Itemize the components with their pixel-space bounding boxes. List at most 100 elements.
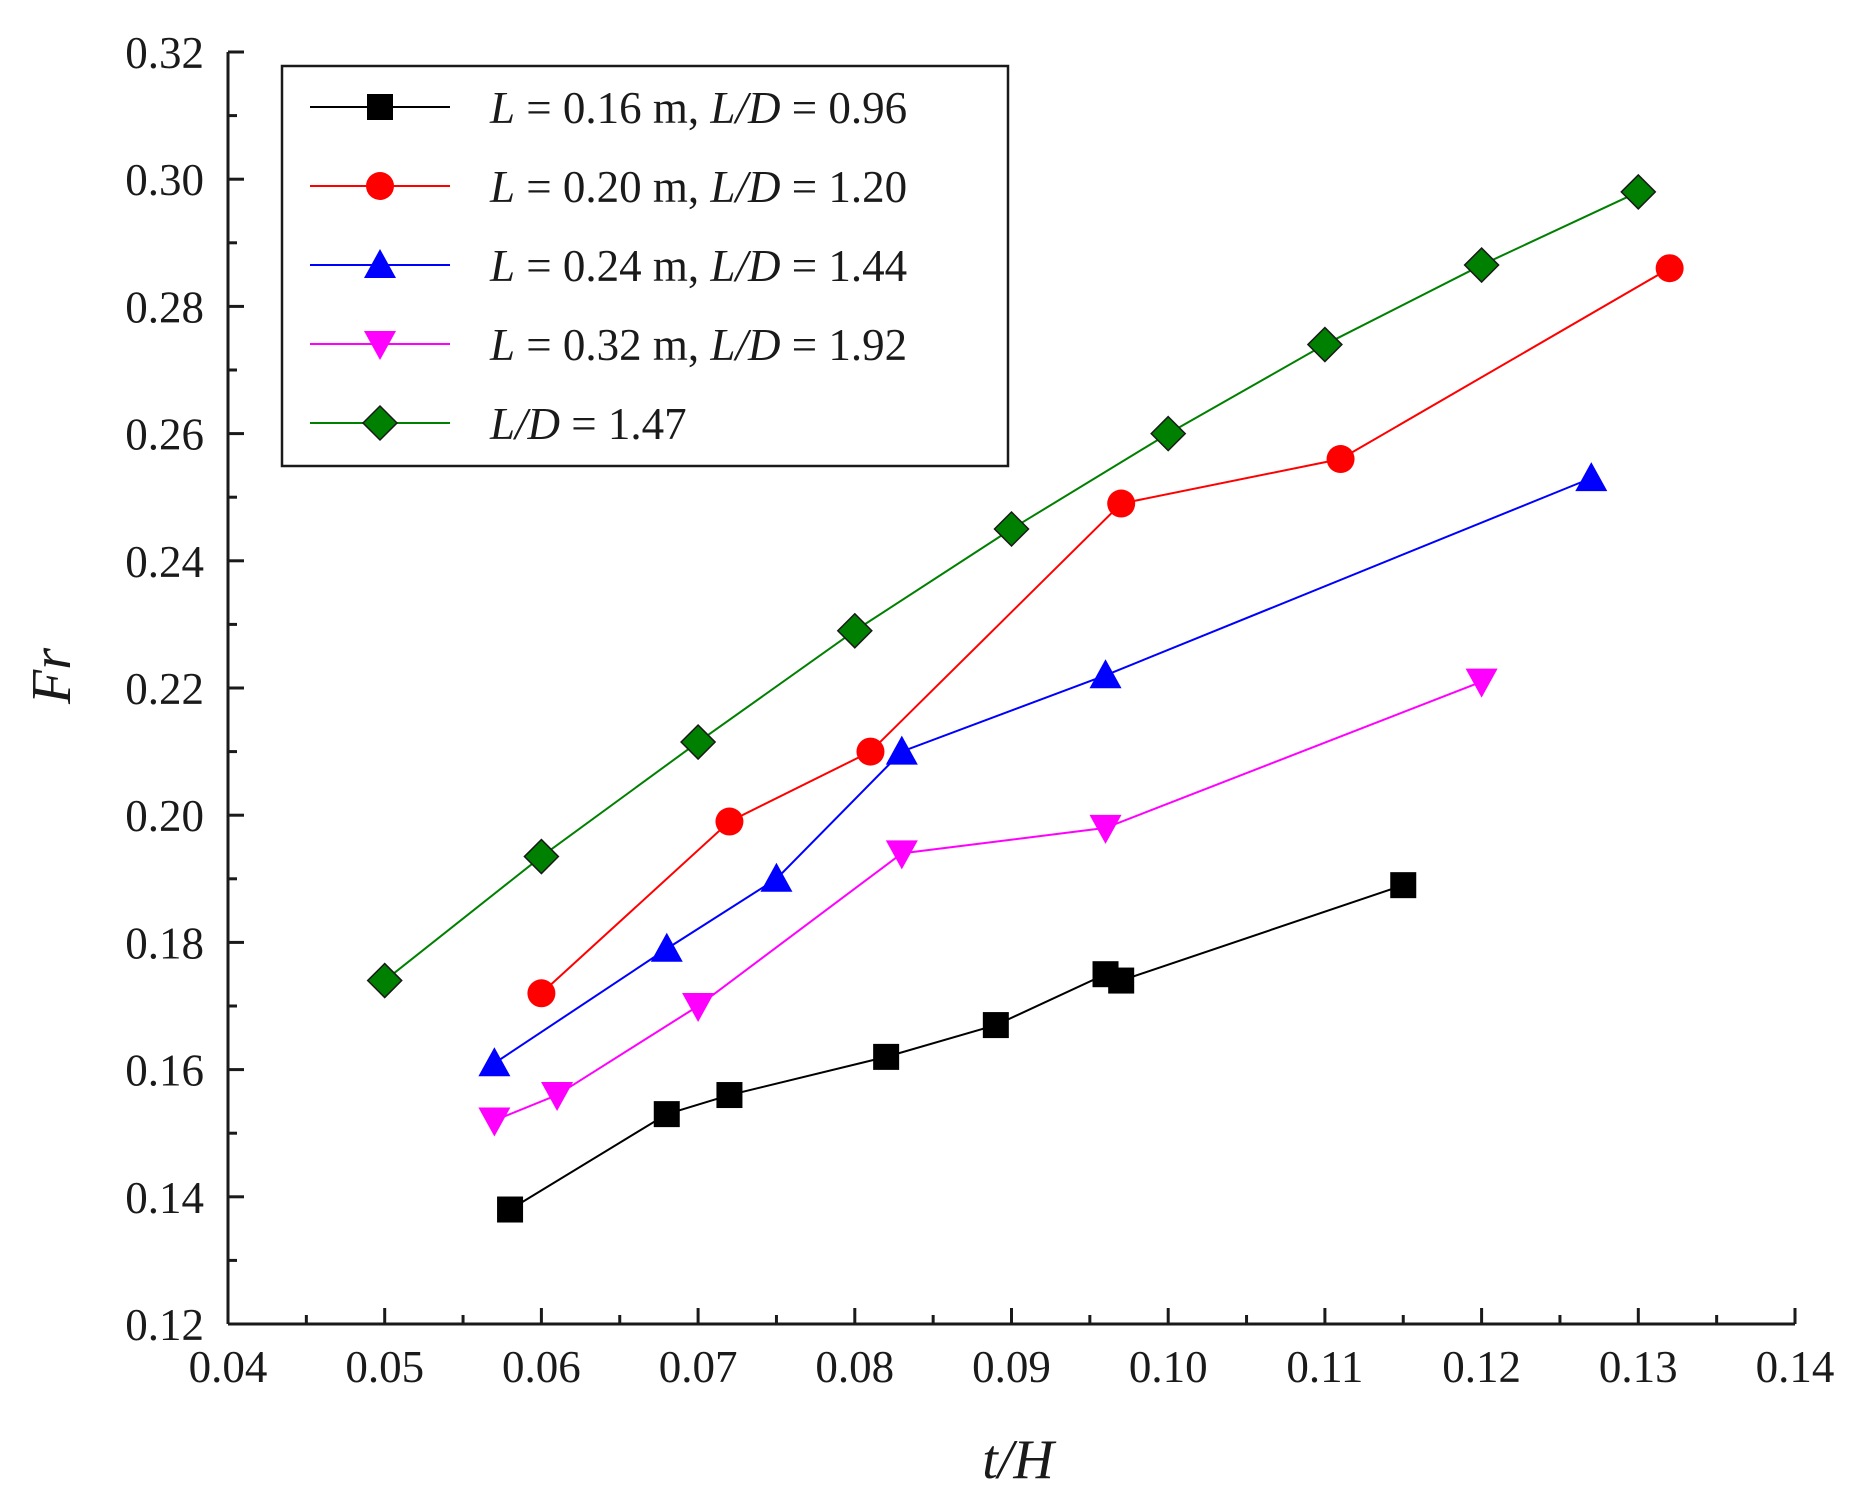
- x-tick-label: 0.07: [659, 1342, 738, 1392]
- data-series: [366, 173, 1684, 1223]
- data-point: [650, 932, 683, 962]
- legend-marker: [367, 94, 393, 120]
- series-4: [478, 668, 1498, 1137]
- x-tick-label: 0.13: [1599, 1342, 1678, 1392]
- data-point: [836, 612, 873, 649]
- x-tick-label: 0.11: [1286, 1342, 1363, 1392]
- legend-label-part: L/D: [709, 320, 780, 370]
- data-point: [478, 1047, 511, 1077]
- legend-label-part: = 1.47: [560, 399, 687, 449]
- data-point: [873, 1043, 900, 1070]
- legend-label-part: = 0.20 m,: [515, 162, 710, 212]
- data-point: [680, 723, 717, 761]
- legend-item: L = 0.16 m, L/D = 0.96: [310, 83, 907, 133]
- legend-label-part: L/D: [709, 83, 780, 133]
- data-point: [653, 1101, 680, 1128]
- y-tick-label: 0.12: [125, 1300, 204, 1350]
- series-line: [494, 680, 1482, 1122]
- x-tick-label: 0.08: [815, 1342, 894, 1392]
- legend-marker: [366, 172, 394, 200]
- series-5: [366, 173, 1657, 999]
- data-point: [1655, 254, 1684, 283]
- data-point: [760, 862, 793, 892]
- data-point: [715, 807, 744, 836]
- data-point: [527, 979, 556, 1008]
- data-point: [1089, 814, 1122, 844]
- legend-item: L/D = 1.47: [310, 399, 687, 449]
- data-point: [982, 1012, 1009, 1039]
- y-tick-label: 0.32: [125, 28, 204, 78]
- y-tick-label: 0.30: [125, 155, 204, 205]
- data-point: [1463, 246, 1500, 284]
- x-tick-label: 0.10: [1129, 1342, 1208, 1392]
- data-point: [478, 1107, 511, 1137]
- legend-marker: [364, 249, 396, 278]
- data-point: [366, 962, 403, 999]
- legend: L = 0.16 m, L/D = 0.96L = 0.20 m, L/D = …: [280, 64, 1010, 468]
- legend-label-part: L: [489, 320, 515, 370]
- legend-label-part: = 0.24 m,: [515, 241, 710, 291]
- data-point: [1575, 462, 1608, 492]
- legend-label-part: L: [489, 241, 515, 291]
- legend-label-part: L/D: [709, 241, 780, 291]
- legend-label-part: = 1.92: [780, 320, 907, 370]
- legend-label-part: L/D: [709, 162, 780, 212]
- legend-label-part: L/D: [489, 399, 560, 449]
- series-line: [493, 477, 1592, 1065]
- legend-marker: [361, 404, 399, 442]
- y-tick-label: 0.22: [125, 664, 204, 714]
- legend-label: L = 0.16 m, L/D = 0.96: [489, 83, 907, 133]
- y-tick-label: 0.18: [125, 918, 204, 968]
- y-tick-label: 0.14: [125, 1173, 204, 1223]
- data-point: [541, 1082, 574, 1112]
- data-point: [1108, 967, 1135, 994]
- data-point: [885, 735, 918, 765]
- y-tick-label: 0.28: [125, 282, 204, 332]
- legend-item: L = 0.32 m, L/D = 1.92: [310, 320, 907, 370]
- legend-label: L = 0.32 m, L/D = 1.92: [489, 320, 907, 370]
- data-point: [1326, 445, 1355, 474]
- legend-label-part: = 1.44: [780, 241, 907, 291]
- data-point: [1107, 489, 1136, 518]
- legend-label-part: = 0.16 m,: [515, 83, 710, 133]
- data-point: [993, 510, 1030, 548]
- series-2: [527, 254, 1684, 1008]
- x-tick-label: 0.14: [1756, 1342, 1835, 1392]
- x-tick-label: 0.05: [345, 1342, 424, 1392]
- data-point: [523, 838, 560, 875]
- x-tick-label: 0.06: [502, 1342, 581, 1392]
- y-axis-title: Fr: [21, 648, 83, 705]
- data-point: [1306, 326, 1343, 363]
- x-tick-label: 0.04: [189, 1342, 268, 1392]
- data-point: [497, 1196, 524, 1223]
- legend-item: L = 0.20 m, L/D = 1.20: [310, 162, 907, 212]
- legend-label-part: = 0.32 m,: [515, 320, 710, 370]
- axis-titles: t/H Fr: [21, 648, 1056, 1491]
- x-tick-label: 0.09: [972, 1342, 1051, 1392]
- y-tick-label: 0.26: [125, 410, 204, 460]
- series-line: [540, 267, 1671, 995]
- y-tick-label: 0.24: [125, 537, 204, 587]
- legend-item: L = 0.24 m, L/D = 1.44: [310, 241, 907, 291]
- data-point: [1150, 415, 1187, 452]
- data-point: [1620, 173, 1657, 210]
- data-point: [682, 993, 715, 1022]
- legend-label: L = 0.24 m, L/D = 1.44: [489, 241, 907, 291]
- y-tick-label: 0.20: [125, 791, 204, 841]
- x-axis-title: t/H: [982, 1429, 1056, 1491]
- legend-label: L = 0.20 m, L/D = 1.20: [489, 162, 907, 212]
- data-point: [856, 737, 885, 766]
- legend-marker: [364, 331, 396, 360]
- data-point: [1089, 659, 1122, 689]
- legend-label-part: L: [489, 162, 515, 212]
- series-line: [509, 884, 1404, 1211]
- series-1: [497, 872, 1417, 1223]
- legend-label-part: = 0.96: [780, 83, 907, 133]
- data-point: [1390, 872, 1417, 899]
- data-point: [716, 1082, 743, 1109]
- x-tick-label: 0.12: [1442, 1342, 1521, 1392]
- data-point: [885, 840, 918, 870]
- legend-label-part: L: [489, 83, 515, 133]
